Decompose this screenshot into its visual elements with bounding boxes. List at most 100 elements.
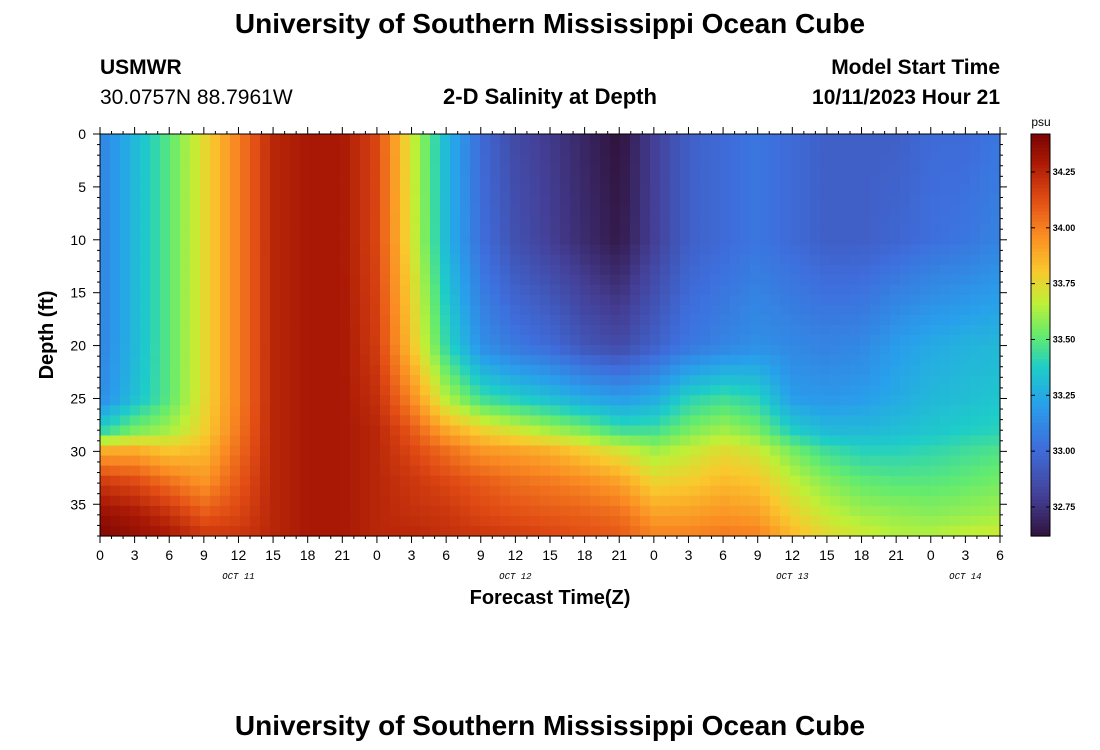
heatmap-cell bbox=[630, 164, 641, 175]
heatmap-cell bbox=[260, 204, 271, 215]
heatmap-cell bbox=[410, 154, 421, 165]
colorbar-swatch bbox=[1031, 512, 1050, 517]
heatmap-cell bbox=[350, 144, 361, 155]
heatmap-cell bbox=[650, 385, 661, 396]
heatmap-cell bbox=[240, 365, 251, 376]
heatmap-cell bbox=[920, 234, 931, 246]
colorbar-tick-label: 33.25 bbox=[1053, 390, 1076, 400]
heatmap-cell bbox=[340, 395, 351, 406]
heatmap-cell bbox=[200, 455, 211, 467]
heatmap-cell bbox=[330, 194, 341, 205]
heatmap-cell bbox=[620, 415, 631, 427]
heatmap-cell bbox=[970, 274, 981, 286]
heatmap-cell bbox=[180, 335, 191, 346]
heatmap-cell bbox=[610, 214, 621, 226]
heatmap-cell bbox=[400, 284, 411, 296]
heatmap-cell bbox=[120, 485, 131, 497]
heatmap-cell bbox=[370, 194, 381, 205]
heatmap-cell bbox=[280, 515, 291, 527]
heatmap-cell bbox=[310, 375, 321, 386]
heatmap-cell bbox=[130, 435, 141, 447]
heatmap-cell bbox=[340, 234, 351, 246]
heatmap-cell bbox=[290, 365, 301, 376]
heatmap-cell bbox=[340, 365, 351, 376]
heatmap-cell bbox=[160, 435, 171, 447]
heatmap-cell bbox=[950, 335, 961, 346]
heatmap-cell bbox=[420, 335, 431, 346]
heatmap-cell bbox=[470, 324, 481, 336]
heatmap-cell bbox=[220, 485, 231, 497]
heatmap-cell bbox=[880, 475, 891, 487]
heatmap-cell bbox=[410, 264, 421, 276]
heatmap-cell bbox=[130, 465, 141, 477]
heatmap-cell bbox=[670, 284, 681, 296]
heatmap-cell bbox=[480, 194, 491, 205]
heatmap-cell bbox=[480, 294, 491, 306]
heatmap-cell bbox=[420, 254, 431, 266]
heatmap-cell bbox=[590, 405, 601, 416]
heatmap-cell bbox=[200, 385, 211, 396]
heatmap-cell bbox=[110, 324, 121, 336]
heatmap-cell bbox=[800, 335, 811, 346]
heatmap-cell bbox=[390, 164, 401, 175]
heatmap-cell bbox=[450, 314, 461, 326]
heatmap-cell bbox=[960, 445, 971, 457]
heatmap-cell bbox=[750, 164, 761, 175]
heatmap-cell bbox=[400, 415, 411, 427]
heatmap-cell bbox=[120, 214, 131, 226]
heatmap-cell bbox=[490, 345, 501, 356]
colorbar-swatch bbox=[1031, 144, 1050, 148]
heatmap-cell bbox=[320, 324, 331, 336]
heatmap-cell bbox=[220, 204, 231, 215]
heatmap-cell bbox=[430, 415, 441, 427]
heatmap-cell bbox=[360, 405, 371, 416]
heatmap-cell bbox=[790, 194, 801, 205]
heatmap-cell bbox=[580, 525, 591, 537]
heatmap-cell bbox=[370, 425, 381, 437]
heatmap-cell bbox=[270, 455, 281, 467]
heatmap-cell bbox=[860, 174, 871, 185]
heatmap-cell bbox=[140, 184, 151, 195]
heatmap-cell bbox=[380, 495, 391, 507]
heatmap-cell bbox=[570, 154, 581, 165]
heatmap-cell bbox=[210, 435, 221, 447]
heatmap-cell bbox=[960, 244, 971, 256]
heatmap-cell bbox=[660, 345, 671, 356]
heatmap-cell bbox=[190, 425, 201, 437]
heatmap-cell bbox=[700, 525, 711, 537]
heatmap-cell bbox=[890, 495, 901, 507]
heatmap-cell bbox=[990, 515, 1001, 527]
heatmap-cell bbox=[440, 254, 451, 266]
heatmap-cell bbox=[580, 304, 591, 316]
heatmap-cell bbox=[410, 164, 421, 175]
heatmap-cell bbox=[640, 164, 651, 175]
heatmap-cell bbox=[870, 515, 881, 527]
heatmap-cell bbox=[650, 395, 661, 406]
heatmap-cell bbox=[120, 515, 131, 527]
heatmap-cell bbox=[530, 415, 541, 427]
heatmap-cell bbox=[110, 144, 121, 155]
heatmap-cell bbox=[240, 495, 251, 507]
heatmap-cell bbox=[330, 425, 341, 437]
heatmap-cell bbox=[120, 284, 131, 296]
heatmap-cell bbox=[470, 405, 481, 416]
heatmap-cell bbox=[770, 475, 781, 487]
heatmap-cell bbox=[930, 405, 941, 416]
heatmap-cell bbox=[210, 184, 221, 195]
heatmap-cell bbox=[630, 355, 641, 366]
heatmap-cell bbox=[710, 445, 721, 457]
heatmap-cell bbox=[860, 314, 871, 326]
heatmap-cell bbox=[760, 475, 771, 487]
heatmap-cell bbox=[620, 304, 631, 316]
heatmap-cell bbox=[780, 515, 791, 527]
heatmap-cell bbox=[140, 214, 151, 226]
heatmap-cell bbox=[980, 405, 991, 416]
heatmap-cell bbox=[220, 144, 231, 155]
heatmap-cell bbox=[910, 314, 921, 326]
heatmap-cell bbox=[800, 485, 811, 497]
heatmap-cell bbox=[810, 164, 821, 175]
heatmap-cell bbox=[950, 154, 961, 165]
heatmap-cell bbox=[400, 425, 411, 437]
heatmap-cell bbox=[640, 385, 651, 396]
heatmap-cell bbox=[120, 525, 131, 537]
